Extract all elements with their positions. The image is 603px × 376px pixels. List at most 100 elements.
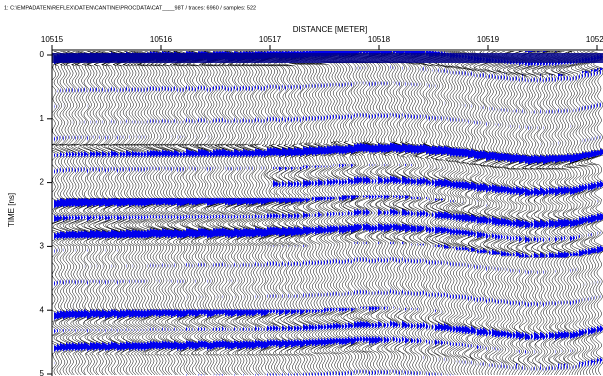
trace-fill <box>270 51 278 376</box>
trace-wiggle <box>52 51 73 376</box>
trace-wiggle <box>359 51 382 376</box>
trace-fill <box>225 51 235 376</box>
trace-fill <box>204 51 213 376</box>
trace-wiggle <box>332 51 355 376</box>
trace-wiggle <box>254 51 277 376</box>
trace-wiggle <box>249 51 273 376</box>
trace-wiggle <box>447 51 469 376</box>
trace-wiggle <box>83 51 106 376</box>
trace-fill <box>135 51 146 376</box>
trace-wiggle <box>416 51 439 376</box>
trace-fill <box>330 51 338 376</box>
trace-wiggle <box>506 51 525 376</box>
trace-wiggle <box>469 51 490 376</box>
trace-wiggle <box>582 51 602 376</box>
trace-fill <box>339 51 346 376</box>
trace-wiggle <box>260 51 283 376</box>
trace-wiggle <box>556 51 576 376</box>
trace-wiggle <box>520 51 541 376</box>
trace-wiggle <box>148 51 172 376</box>
trace-wiggle <box>311 51 334 376</box>
trace-fill <box>345 51 352 376</box>
trace-wiggle <box>124 51 148 376</box>
trace-fill <box>318 51 326 376</box>
trace-wiggle <box>199 51 223 376</box>
trace-wiggle <box>106 51 130 376</box>
trace-wiggle <box>450 51 472 376</box>
trace-fill <box>324 51 331 376</box>
trace-wiggle <box>145 51 169 376</box>
y-tick-label: 4 <box>40 305 45 314</box>
trace-wiggle <box>302 51 325 376</box>
trace-fill <box>405 51 413 376</box>
trace-wiggle <box>150 51 174 376</box>
trace-wiggle <box>64 51 88 376</box>
trace-wiggle <box>532 51 553 376</box>
trace-fill <box>234 51 243 376</box>
trace-fill <box>123 51 134 376</box>
trace-fill <box>273 51 281 376</box>
trace-fill <box>96 51 107 376</box>
trace-fill <box>189 51 199 376</box>
trace-wiggle <box>398 51 421 376</box>
trace-fill <box>306 51 314 376</box>
trace-fill <box>255 51 263 376</box>
trace-wiggle <box>323 51 346 376</box>
trace-fill <box>282 51 290 376</box>
trace-fill <box>333 51 341 376</box>
trace-wiggle <box>177 51 201 376</box>
y-tick-label: 2 <box>40 178 45 187</box>
trace-wiggle <box>444 51 466 376</box>
trace-wiggle <box>127 51 151 376</box>
trace-wiggle <box>380 51 404 376</box>
trace-fill <box>72 51 83 376</box>
trace-area <box>52 51 603 376</box>
trace-fill <box>126 51 136 376</box>
trace-fill <box>261 51 271 376</box>
trace-wiggle <box>589 51 603 376</box>
trace-fill <box>279 51 288 376</box>
trace-wiggle <box>172 51 196 376</box>
trace-wiggle <box>474 51 497 376</box>
trace-wiggle <box>547 51 566 376</box>
trace-fill <box>153 51 163 376</box>
trace-wiggle <box>85 51 109 376</box>
y-tick-label: 1 <box>40 114 45 123</box>
trace-fill <box>132 51 143 376</box>
trace-wiggle <box>234 51 258 376</box>
trace-wiggle <box>79 51 103 376</box>
trace-wiggle <box>568 51 588 376</box>
trace-wiggle <box>529 51 549 376</box>
x-tick-label: 10515 <box>41 35 64 44</box>
trace-wiggle <box>279 51 302 376</box>
trace-fill <box>147 51 158 376</box>
trace-wiggle <box>541 51 561 376</box>
trace-fill <box>192 51 202 376</box>
trace-wiggle <box>94 51 118 376</box>
x-tick-label: 10518 <box>368 35 391 44</box>
trace-fill <box>150 51 160 376</box>
trace-fill <box>78 51 89 376</box>
trace-fill <box>69 51 80 376</box>
trace-wiggle <box>516 51 539 376</box>
trace-wiggle <box>130 51 154 376</box>
trace-wiggle <box>189 51 213 376</box>
trace-wiggle <box>494 51 513 375</box>
trace-wiggle <box>243 51 266 376</box>
trace-fill <box>264 51 274 376</box>
trace-wiggle <box>166 51 190 376</box>
trace-wiggle <box>109 51 133 376</box>
trace-wiggle <box>438 51 461 376</box>
trace-wiggle <box>573 51 593 376</box>
trace-fill <box>351 51 359 376</box>
trace-wiggle <box>356 51 379 376</box>
trace-wiggle <box>499 51 520 376</box>
trace-wiggle <box>160 51 184 376</box>
trace-fill <box>291 51 300 376</box>
x-axis-title: DISTANCE [METER] <box>293 25 368 34</box>
trace-wiggle <box>550 51 570 376</box>
trace-wiggle <box>157 51 181 376</box>
y-tick-label: 0 <box>40 50 45 59</box>
